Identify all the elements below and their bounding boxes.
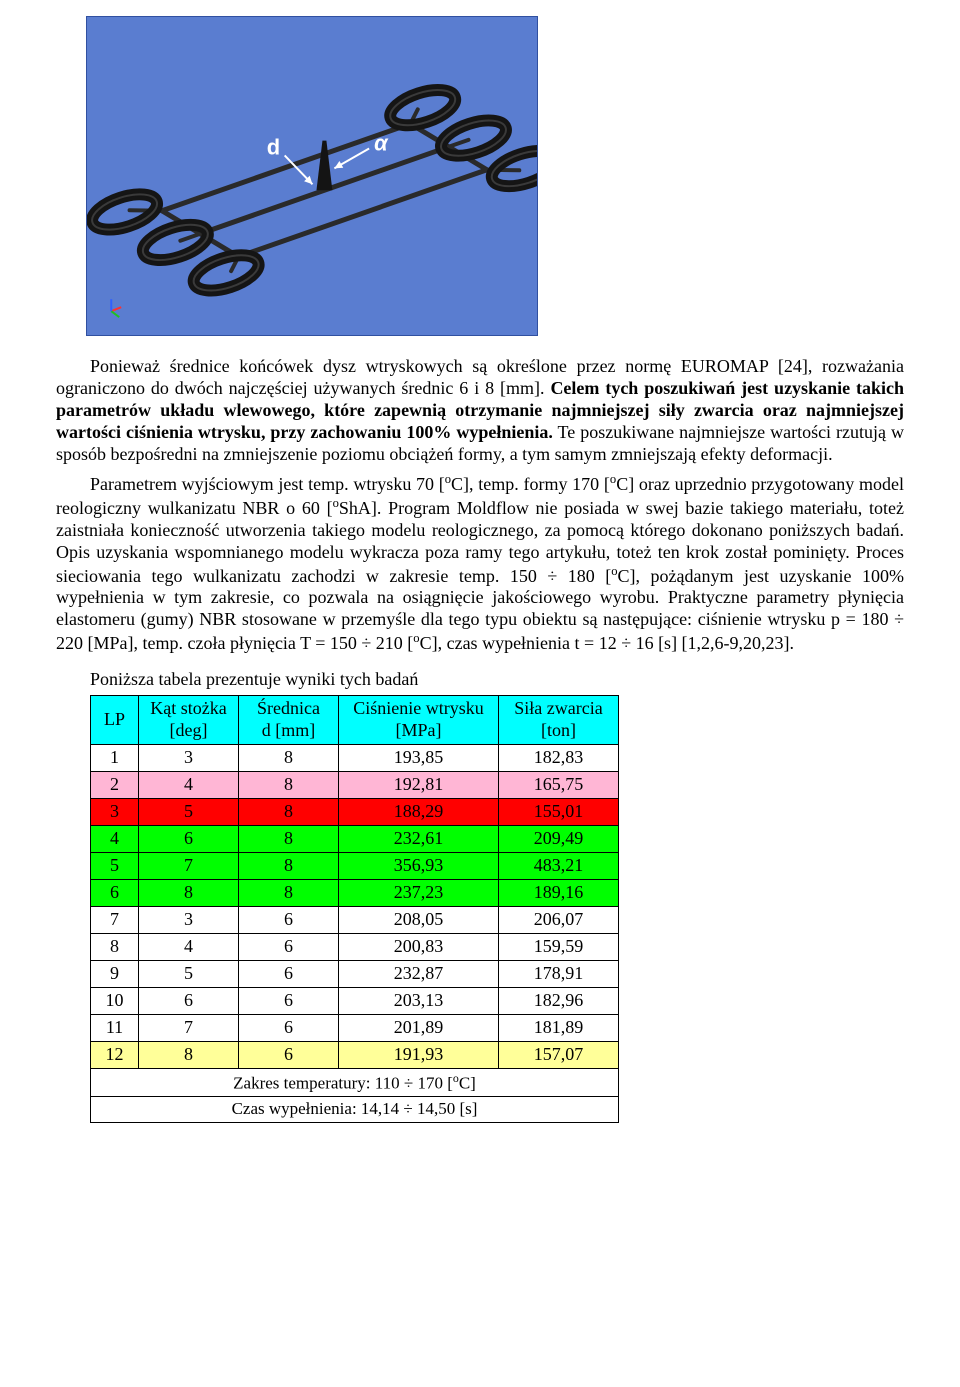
table-cell: 8 <box>239 853 339 880</box>
table-cell: 209,49 <box>499 826 619 853</box>
table-cell: 6 <box>239 933 339 960</box>
table-cell: 483,21 <box>499 853 619 880</box>
table-column-header: Siła zwarcia[ton] <box>499 696 619 745</box>
table-column-header: LP <box>91 696 139 745</box>
table-row: 578356,93483,21 <box>91 853 619 880</box>
table-cell: 157,07 <box>499 1041 619 1068</box>
svg-text:α: α <box>374 131 389 156</box>
table-footer-row: Czas wypełnienia: 14,14 ÷ 14,50 [s] <box>91 1097 619 1123</box>
table-column-header: Średnicad [mm] <box>239 696 339 745</box>
table-cell: 6 <box>239 906 339 933</box>
table-cell: 6 <box>239 987 339 1014</box>
table-cell: 8 <box>239 772 339 799</box>
table-row: 688237,23189,16 <box>91 879 619 906</box>
table-row: 248192,81165,75 <box>91 772 619 799</box>
table-footer-cell: Zakres temperatury: 110 ÷ 170 [oC] <box>91 1068 619 1096</box>
table-cell: 8 <box>139 879 239 906</box>
figure-3d-model: dα <box>86 16 538 336</box>
table-cell: 191,93 <box>339 1041 499 1068</box>
table-cell: 232,87 <box>339 960 499 987</box>
paragraph-2: Parametrem wyjściowym jest temp. wtrysku… <box>56 472 904 656</box>
table-cell: 188,29 <box>339 799 499 826</box>
table-row: 468232,61209,49 <box>91 826 619 853</box>
table-row: 358188,29155,01 <box>91 799 619 826</box>
table-cell: 9 <box>91 960 139 987</box>
table-cell: 8 <box>139 1041 239 1068</box>
table-cell: 193,85 <box>339 745 499 772</box>
table-cell: 201,89 <box>339 1014 499 1041</box>
table-row: 1066203,13182,96 <box>91 987 619 1014</box>
table-footer-cell: Czas wypełnienia: 14,14 ÷ 14,50 [s] <box>91 1097 619 1123</box>
table-footer-row: Zakres temperatury: 110 ÷ 170 [oC] <box>91 1068 619 1096</box>
figure-container: dα <box>56 16 904 342</box>
table-cell: 3 <box>139 745 239 772</box>
table-cell: 159,59 <box>499 933 619 960</box>
table-cell: 6 <box>91 879 139 906</box>
table-cell: 7 <box>91 906 139 933</box>
table-row: 1286191,93157,07 <box>91 1041 619 1068</box>
table-cell: 11 <box>91 1014 139 1041</box>
table-cell: 6 <box>139 826 239 853</box>
table-row: 1176201,89181,89 <box>91 1014 619 1041</box>
table-intro: Poniższa tabela prezentuje wyniki tych b… <box>56 669 904 691</box>
table-cell: 3 <box>91 799 139 826</box>
table-cell: 12 <box>91 1041 139 1068</box>
table-cell: 4 <box>139 772 239 799</box>
table-cell: 203,13 <box>339 987 499 1014</box>
table-row: 138193,85182,83 <box>91 745 619 772</box>
table-header: LPKąt stożka[deg]Średnicad [mm]Ciśnienie… <box>91 696 619 745</box>
table-cell: 181,89 <box>499 1014 619 1041</box>
table-row: 956232,87178,91 <box>91 960 619 987</box>
table-cell: 1 <box>91 745 139 772</box>
table-row: 846200,83159,59 <box>91 933 619 960</box>
table-column-header: Kąt stożka[deg] <box>139 696 239 745</box>
results-table: LPKąt stożka[deg]Średnicad [mm]Ciśnienie… <box>90 695 619 1122</box>
svg-text:d: d <box>267 134 280 159</box>
table-cell: 206,07 <box>499 906 619 933</box>
table-cell: 189,16 <box>499 879 619 906</box>
table-cell: 6 <box>239 1014 339 1041</box>
table-footer: Zakres temperatury: 110 ÷ 170 [oC]Czas w… <box>91 1068 619 1122</box>
table-column-header: Ciśnienie wtrysku[MPa] <box>339 696 499 745</box>
table-cell: 5 <box>91 853 139 880</box>
table-cell: 192,81 <box>339 772 499 799</box>
table-cell: 5 <box>139 799 239 826</box>
table-body: 138193,85182,83248192,81165,75358188,291… <box>91 745 619 1068</box>
table-cell: 7 <box>139 853 239 880</box>
para2-text: Parametrem wyjściowym jest temp. wtrysku… <box>56 474 904 654</box>
table-cell: 2 <box>91 772 139 799</box>
table-cell: 178,91 <box>499 960 619 987</box>
table-cell: 356,93 <box>339 853 499 880</box>
table-cell: 6 <box>139 987 239 1014</box>
table-cell: 8 <box>91 933 139 960</box>
table-cell: 8 <box>239 826 339 853</box>
table-cell: 232,61 <box>339 826 499 853</box>
table-cell: 182,83 <box>499 745 619 772</box>
table-cell: 165,75 <box>499 772 619 799</box>
table-cell: 6 <box>239 960 339 987</box>
table-cell: 5 <box>139 960 239 987</box>
table-cell: 208,05 <box>339 906 499 933</box>
table-cell: 8 <box>239 799 339 826</box>
table-cell: 8 <box>239 745 339 772</box>
table-cell: 10 <box>91 987 139 1014</box>
table-row: 736208,05206,07 <box>91 906 619 933</box>
table-cell: 3 <box>139 906 239 933</box>
table-cell: 6 <box>239 1041 339 1068</box>
table-cell: 200,83 <box>339 933 499 960</box>
table-cell: 8 <box>239 879 339 906</box>
table-cell: 155,01 <box>499 799 619 826</box>
table-cell: 7 <box>139 1014 239 1041</box>
table-cell: 4 <box>139 933 239 960</box>
table-cell: 237,23 <box>339 879 499 906</box>
table-cell: 182,96 <box>499 987 619 1014</box>
paragraph-1: Ponieważ średnice końcówek dysz wtryskow… <box>56 356 904 466</box>
table-cell: 4 <box>91 826 139 853</box>
